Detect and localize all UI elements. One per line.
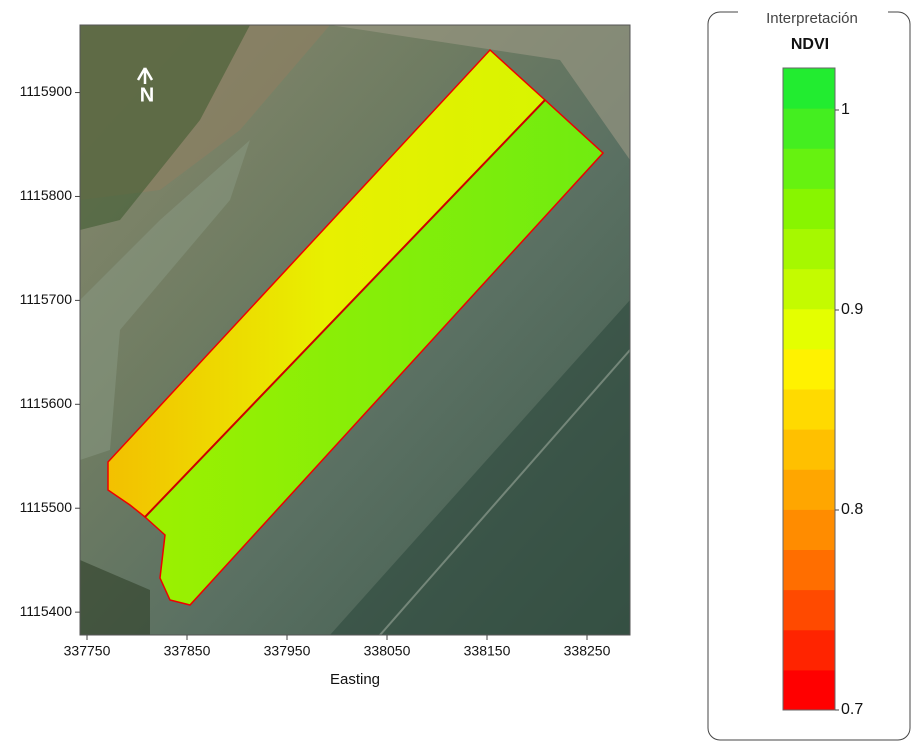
legend-tick-label: 0.8 — [841, 501, 863, 518]
x-tick-label: 337750 — [64, 643, 111, 659]
color-band — [783, 108, 835, 149]
page: N Easting Interpretación NDVI 337750 3378… — [0, 0, 917, 751]
color-band — [783, 68, 835, 109]
color-band — [783, 469, 835, 510]
y-tick-label: 1115500 — [20, 499, 73, 515]
color-band — [783, 509, 835, 550]
legend-tick-label: 0.9 — [841, 301, 863, 318]
y-tick-label: 1115700 — [20, 291, 73, 307]
x-tick-label: 337850 — [164, 643, 211, 659]
x-tick-label: 338050 — [364, 643, 411, 659]
color-band — [783, 229, 835, 270]
north-label: N — [140, 84, 154, 106]
y-tick-label: 1115900 — [20, 83, 73, 99]
legend-tick-label: 0.7 — [841, 701, 863, 718]
y-tick-label: 1115400 — [20, 603, 73, 619]
color-band — [783, 670, 835, 711]
color-band — [783, 630, 835, 671]
x-axis-title: Easting — [330, 671, 380, 688]
color-band — [783, 148, 835, 189]
x-tick-label: 338250 — [564, 643, 611, 659]
legend-tick-label: 1 — [841, 101, 850, 118]
color-band — [783, 590, 835, 631]
x-tick-label: 338150 — [464, 643, 511, 659]
color-band — [783, 389, 835, 430]
color-band — [783, 309, 835, 350]
color-band — [783, 349, 835, 390]
y-tick-label: 1115800 — [20, 187, 73, 203]
legend-subtitle: NDVI — [791, 36, 829, 53]
color-band — [783, 188, 835, 229]
color-band — [783, 269, 835, 310]
color-band — [783, 429, 835, 470]
x-tick-label: 337950 — [264, 643, 311, 659]
legend-title: Interpretación — [766, 10, 858, 27]
y-tick-label: 1115600 — [20, 395, 73, 411]
color-band — [783, 550, 835, 591]
